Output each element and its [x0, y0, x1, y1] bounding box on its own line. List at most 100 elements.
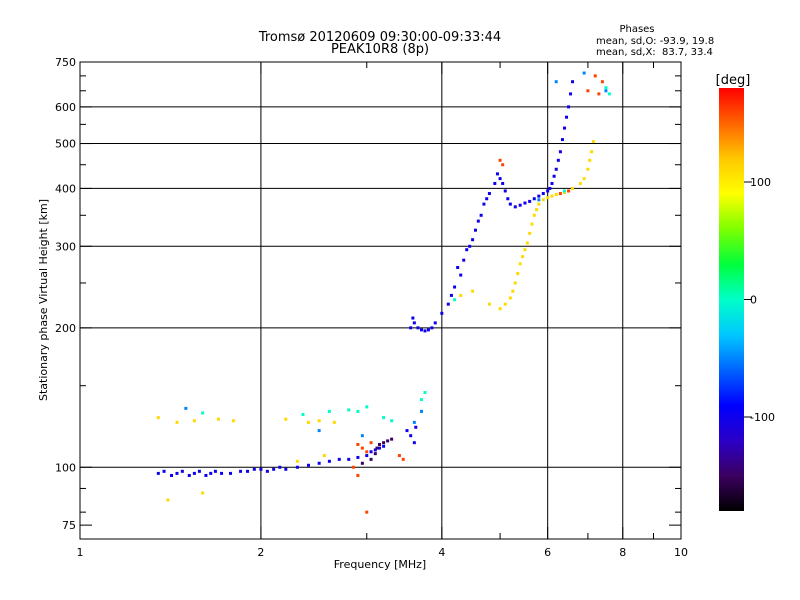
data-point [535, 208, 539, 212]
data-point [537, 198, 541, 202]
data-point [204, 473, 208, 477]
data-point [332, 420, 336, 424]
data-point [373, 448, 377, 452]
y-tick-labels: 75 100 200 300 400 500 600 750 [55, 56, 76, 532]
data-point [307, 463, 311, 467]
colorbar [719, 88, 744, 511]
data-point [365, 454, 369, 458]
data-point [369, 457, 373, 461]
data-point [508, 296, 512, 300]
data-point [416, 326, 420, 330]
data-point [571, 80, 575, 84]
data-point [284, 467, 288, 471]
data-point [252, 467, 256, 471]
data-point [563, 126, 567, 130]
data-point [430, 326, 434, 330]
data-point [162, 469, 166, 473]
x-tick-labels: 1 2 4 6 8 10 [77, 546, 689, 559]
data-point [473, 228, 477, 232]
data-point [593, 74, 597, 78]
data-point [493, 181, 497, 185]
y-tick-label: 500 [55, 138, 76, 151]
data-point [412, 420, 416, 424]
data-point [565, 115, 569, 119]
data-point [356, 473, 360, 477]
data-point [377, 442, 381, 446]
data-point [360, 446, 364, 450]
data-point [414, 425, 418, 429]
y-tick-label: 600 [55, 101, 76, 114]
data-point [498, 177, 502, 181]
data-point [456, 265, 460, 269]
stats-o-line: mean, sd,O: -93.9, 19.8 [596, 36, 714, 47]
data-point [590, 150, 594, 154]
data-point [419, 328, 423, 332]
x-tick-label: 4 [438, 546, 445, 559]
data-point [259, 467, 263, 471]
data-point [365, 450, 369, 454]
data-point [412, 441, 416, 445]
data-point [216, 417, 220, 421]
y-tick-label: 75 [62, 519, 76, 532]
data-point [465, 248, 469, 252]
data-point [201, 491, 205, 495]
data-point [365, 405, 369, 409]
y-tick-label: 100 [55, 461, 76, 474]
data-point [337, 457, 341, 461]
data-point [307, 420, 311, 424]
data-point [356, 442, 360, 446]
data-point [295, 465, 299, 469]
data-point [377, 446, 381, 450]
data-point [556, 158, 560, 162]
colorbar-ticks: 100 0 -100 [744, 176, 775, 424]
data-point [471, 238, 475, 242]
data-point [508, 202, 512, 206]
data-point [409, 326, 413, 330]
chart-subtitle: PEAK10R8 (8p) [331, 42, 429, 57]
data-point [528, 231, 532, 235]
data-point [327, 459, 331, 463]
x-tick-label: 8 [619, 546, 626, 559]
data-point [552, 174, 556, 178]
data-point [405, 429, 409, 433]
data-point [265, 469, 269, 473]
data-point [495, 172, 499, 176]
data-point [554, 167, 558, 171]
data-point [175, 471, 179, 475]
data-point [516, 272, 520, 276]
data-point [397, 454, 401, 458]
data-point [550, 181, 554, 185]
data-point [156, 471, 160, 475]
data-point [401, 457, 405, 461]
data-point [440, 311, 444, 315]
y-axis-label: Stationary phase Virtual Height [km] [37, 199, 50, 401]
data-point [513, 281, 517, 285]
data-point [433, 321, 437, 325]
data-point [503, 302, 507, 306]
data-point [523, 201, 527, 205]
data-point [201, 411, 205, 415]
data-point [284, 417, 288, 421]
grid-lines [80, 62, 681, 539]
data-point [423, 391, 427, 395]
data-point [558, 192, 562, 196]
data-point [459, 273, 463, 277]
data-point [322, 454, 326, 458]
data-point [356, 455, 360, 459]
data-point [604, 89, 608, 93]
data-point [503, 189, 507, 193]
data-point [558, 150, 562, 154]
data-point [365, 510, 369, 514]
data-point [156, 416, 160, 420]
data-point [192, 419, 196, 423]
data-point [327, 409, 331, 413]
data-point [541, 198, 545, 202]
data-point [375, 446, 379, 450]
chart-title: Tromsø 20120609 09:30:00-09:33:44 [258, 30, 501, 45]
data-point [317, 429, 321, 433]
data-point [532, 213, 536, 217]
data-point [462, 258, 466, 262]
data-point [550, 194, 554, 198]
data-point [453, 298, 457, 302]
